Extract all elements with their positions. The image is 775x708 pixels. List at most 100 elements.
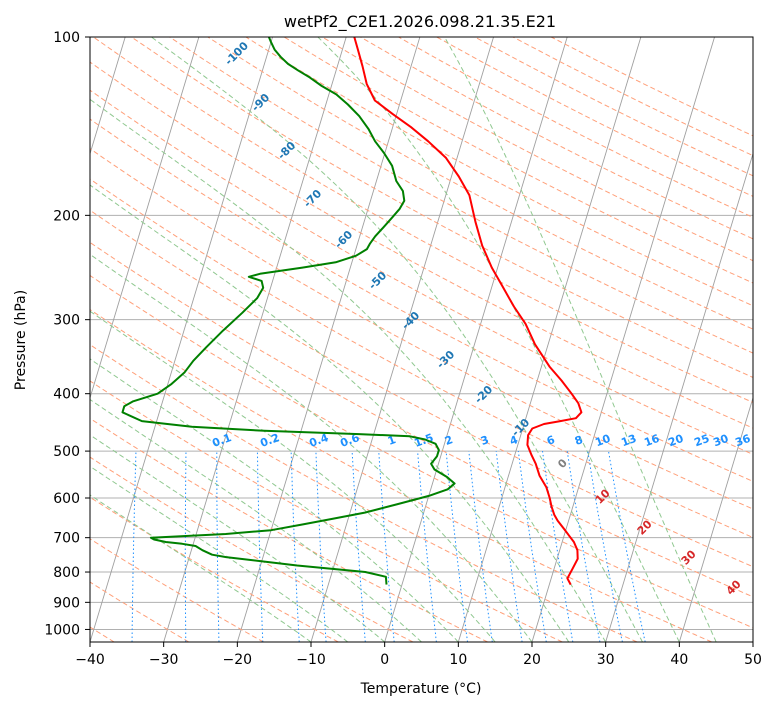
mixing-ratio-label: 6 bbox=[545, 433, 557, 448]
dry-adiabat-line bbox=[90, 581, 190, 642]
dewpoint-trace bbox=[121, 37, 456, 585]
y-tick-label: 400 bbox=[53, 387, 80, 403]
skewed-isotherm-line bbox=[457, 37, 642, 642]
moist-adiabat-line bbox=[90, 253, 533, 642]
moist-adiabat-line bbox=[90, 434, 386, 642]
mixing-ratio-label: 10 bbox=[593, 432, 612, 450]
x-tick-label: 40 bbox=[670, 652, 688, 668]
dry-adiabat-line bbox=[90, 417, 488, 642]
y-tick-label: 700 bbox=[53, 531, 80, 547]
mixing-ratio-line bbox=[517, 451, 547, 642]
dry-adiabat-line bbox=[90, 209, 753, 568]
dry-adiabat-line bbox=[93, 37, 753, 403]
sounding-traces bbox=[121, 37, 583, 586]
x-tick-label: −30 bbox=[149, 652, 179, 668]
dry-adiabat-line bbox=[283, 37, 753, 284]
mixing-ratio-label: 2 bbox=[443, 433, 455, 448]
dry-adiabat-line bbox=[90, 380, 563, 642]
dry-adiabat-line bbox=[169, 37, 753, 354]
mixing-ratio-label: 13 bbox=[619, 432, 638, 449]
x-tick-label: 50 bbox=[744, 652, 762, 668]
mixing-ratio-label: 0.1 bbox=[210, 431, 233, 450]
mixing-ratio-line bbox=[82, 451, 89, 642]
background-line-labels: -100-90-80-70-60-50-40-30-20-10010203040… bbox=[210, 39, 752, 598]
mixing-ratio-line bbox=[315, 451, 327, 642]
moist-adiabat-line bbox=[151, 37, 643, 642]
plot-frame bbox=[89, 36, 754, 643]
dry-adiabat-label: -20 bbox=[472, 383, 495, 406]
background-lines bbox=[82, 37, 753, 642]
temperature-trace bbox=[353, 37, 583, 586]
x-axis-ticks: −40 −30 −20 −10 0 10 20 30 40 50 bbox=[75, 642, 762, 668]
y-tick-label: 500 bbox=[53, 444, 80, 460]
mixing-ratio-line bbox=[351, 451, 366, 642]
dry-adiabat-label: -100 bbox=[222, 39, 251, 68]
dry-adiabat-line bbox=[512, 37, 753, 157]
y-tick-label: 800 bbox=[53, 565, 80, 581]
moist-adiabat-label: 0 bbox=[555, 456, 570, 471]
dry-adiabat-label: -30 bbox=[434, 348, 457, 371]
y-tick-label: 200 bbox=[53, 208, 80, 224]
moist-adiabat-line bbox=[90, 184, 570, 642]
moist-adiabat-line bbox=[90, 310, 496, 642]
skewed-isotherm-line bbox=[90, 37, 200, 400]
dry-adiabat-line bbox=[90, 274, 753, 629]
dry-adiabat-line bbox=[245, 37, 753, 307]
dry-adiabat-line bbox=[90, 118, 753, 482]
mixing-ratio-label: 20 bbox=[666, 432, 685, 450]
moist-adiabat-label: 10 bbox=[593, 486, 613, 506]
y-tick-label: 100 bbox=[53, 30, 80, 46]
skewed-isotherm-line bbox=[90, 37, 273, 642]
mixing-ratio-label: 0.4 bbox=[307, 431, 330, 450]
mixing-ratio-label: 25 bbox=[692, 432, 711, 449]
y-tick-label: 300 bbox=[53, 313, 80, 329]
skewed-isotherm-line bbox=[236, 37, 421, 642]
mixing-ratio-label: 30 bbox=[711, 432, 730, 450]
dry-adiabat-line bbox=[436, 37, 753, 197]
mixing-ratio-label: 1.5 bbox=[412, 431, 435, 450]
mixing-ratio-line bbox=[587, 451, 623, 642]
dry-adiabat-label: -70 bbox=[301, 187, 324, 210]
x-tick-label: 10 bbox=[449, 652, 467, 668]
dry-adiabat-line bbox=[90, 496, 339, 642]
dry-adiabat-line bbox=[90, 148, 753, 510]
moist-adiabat-line bbox=[90, 98, 607, 642]
mixing-ratio-line bbox=[290, 451, 300, 642]
skewed-isotherm-line bbox=[678, 396, 753, 642]
moist-adiabat-label: 40 bbox=[724, 577, 744, 597]
y-axis-title: Pressure (hPa) bbox=[13, 290, 29, 390]
mixing-ratio-label: 36 bbox=[733, 432, 752, 450]
dry-adiabat-line bbox=[550, 37, 753, 137]
moist-adiabat-line bbox=[90, 465, 349, 642]
y-axis-ticks: 100 200 300 400 500 600 700 800 900 1000 bbox=[44, 30, 90, 638]
dry-adiabat-label: -40 bbox=[399, 309, 422, 332]
moist-adiabat-line bbox=[90, 358, 459, 642]
dry-adiabat-line bbox=[90, 61, 753, 429]
x-tick-label: 30 bbox=[597, 652, 615, 668]
x-tick-label: −20 bbox=[223, 652, 253, 668]
mixing-ratio-line bbox=[468, 451, 493, 642]
x-tick-label: −40 bbox=[75, 652, 105, 668]
moist-adiabat-line bbox=[90, 494, 312, 642]
dry-adiabat-line bbox=[90, 178, 753, 539]
mixing-ratio-label: 1 bbox=[386, 433, 398, 448]
mixing-ratio-label: 0.6 bbox=[338, 431, 361, 450]
mixing-ratio-label: 3 bbox=[479, 433, 491, 448]
mixing-ratio-label: 8 bbox=[573, 433, 585, 448]
mixing-ratio-label: 4 bbox=[508, 433, 520, 448]
skewed-isotherm-line bbox=[531, 37, 715, 642]
dry-adiabat-line bbox=[90, 344, 638, 642]
dry-adiabat-label: -50 bbox=[366, 269, 389, 292]
dry-adiabat-line bbox=[474, 37, 753, 177]
dry-adiabat-line bbox=[131, 37, 753, 379]
mixing-ratio-line bbox=[378, 451, 395, 642]
x-tick-label: −10 bbox=[296, 652, 326, 668]
skewed-isotherm-line bbox=[163, 37, 347, 642]
dry-adiabat-label: -90 bbox=[249, 91, 272, 114]
moist-adiabat-line bbox=[90, 398, 422, 642]
dry-adiabat-label: -60 bbox=[332, 228, 355, 251]
mixing-ratio-line bbox=[131, 451, 137, 642]
mixing-ratio-label: 0.2 bbox=[258, 431, 281, 450]
mixing-ratio-line bbox=[256, 451, 264, 642]
